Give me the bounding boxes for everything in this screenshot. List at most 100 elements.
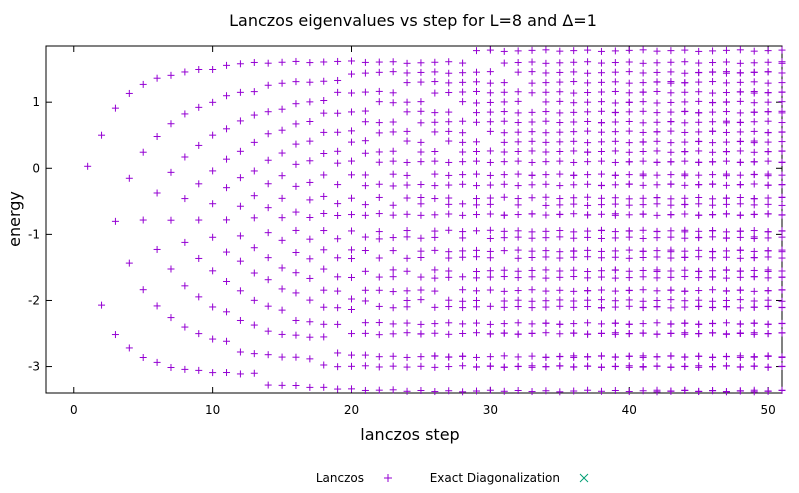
lanczos-point (653, 362, 661, 370)
lanczos-point (667, 211, 675, 219)
lanczos-point (764, 287, 772, 295)
lanczos-point (653, 47, 661, 55)
lanczos-point (597, 119, 605, 127)
lanczos-point (292, 100, 300, 108)
lanczos-point (750, 47, 758, 55)
lanczos-point (681, 170, 689, 178)
lanczos-point (542, 329, 550, 337)
lanczos-point (139, 80, 147, 88)
lanczos-point (403, 319, 411, 327)
lanczos-point (750, 247, 758, 255)
lanczos-point (417, 98, 425, 106)
lanczos-point (639, 46, 647, 54)
lanczos-point (334, 128, 342, 136)
lanczos-point (556, 286, 564, 294)
lanczos-point (625, 89, 633, 97)
lanczos-point (611, 363, 619, 371)
lanczos-point (486, 286, 494, 294)
lanczos-point (653, 128, 661, 136)
lanczos-point (764, 296, 772, 304)
lanczos-point (223, 308, 231, 316)
lanczos-point (445, 181, 453, 189)
lanczos-point (472, 303, 480, 311)
lanczos-point (223, 61, 231, 69)
lanczos-point (639, 387, 647, 395)
lanczos-point (445, 226, 453, 234)
lanczos-point (292, 208, 300, 216)
lanczos-point (472, 353, 480, 361)
lanczos-point (653, 234, 661, 242)
lanczos-point (667, 201, 675, 209)
lanczos-point (570, 128, 578, 136)
lanczos-point (417, 148, 425, 156)
lanczos-point (722, 58, 730, 66)
lanczos-point (625, 274, 633, 282)
lanczos-point (570, 181, 578, 189)
lanczos-point (556, 302, 564, 310)
lanczos-point (389, 266, 397, 274)
lanczos-point (722, 46, 730, 54)
lanczos-point (375, 386, 383, 394)
lanczos-point (348, 362, 356, 370)
lanczos-point (695, 118, 703, 126)
lanczos-point (500, 287, 508, 295)
lanczos-point (556, 119, 564, 127)
lanczos-point (681, 69, 689, 77)
lanczos-point (375, 119, 383, 127)
lanczos-point (611, 109, 619, 117)
lanczos-point (584, 227, 592, 235)
lanczos-point (542, 59, 550, 67)
lanczos-point (556, 47, 564, 55)
lanczos-point (320, 320, 328, 328)
lanczos-point (181, 68, 189, 76)
lanczos-point (681, 303, 689, 311)
lanczos-point (348, 157, 356, 165)
lanczos-point (764, 320, 772, 328)
lanczos-point (278, 285, 286, 293)
lanczos-point (306, 59, 314, 67)
lanczos-point (292, 249, 300, 257)
lanczos-point (417, 211, 425, 219)
lanczos-point (625, 320, 633, 328)
lanczos-point (236, 174, 244, 182)
lanczos-point (750, 127, 758, 135)
lanczos-point (528, 171, 536, 179)
lanczos-point (695, 59, 703, 67)
lanczos-point (320, 303, 328, 311)
lanczos-point (500, 171, 508, 179)
lanczos-point (528, 234, 536, 242)
lanczos-point (611, 303, 619, 311)
lanczos-point (389, 147, 397, 155)
lanczos-point (389, 330, 397, 338)
lanczos-point (653, 194, 661, 202)
lanczos-point (459, 78, 467, 86)
lanczos-point (292, 182, 300, 190)
lanczos-point (528, 210, 536, 218)
lanczos-point (736, 254, 744, 262)
lanczos-point (764, 58, 772, 66)
lanczos-point (709, 320, 717, 328)
lanczos-point (584, 287, 592, 295)
lanczos-point (681, 210, 689, 218)
lanczos-point (250, 111, 258, 119)
lanczos-point (348, 227, 356, 235)
lanczos-point (667, 320, 675, 328)
lanczos-point (486, 89, 494, 97)
lanczos-point (195, 216, 203, 224)
lanczos-point (542, 88, 550, 96)
lanczos-point (209, 267, 217, 275)
lanczos-point (181, 153, 189, 161)
lanczos-point (264, 229, 272, 237)
lanczos-point (722, 210, 730, 218)
lanczos-point (736, 109, 744, 117)
lanczos-point (584, 171, 592, 179)
lanczos-point (639, 128, 647, 136)
lanczos-point (403, 287, 411, 295)
lanczos-point (389, 288, 397, 296)
lanczos-point (320, 96, 328, 104)
lanczos-point (681, 46, 689, 54)
lanczos-point (431, 303, 439, 311)
lanczos-point (459, 211, 467, 219)
lanczos-point (542, 227, 550, 235)
lanczos-point (361, 297, 369, 305)
